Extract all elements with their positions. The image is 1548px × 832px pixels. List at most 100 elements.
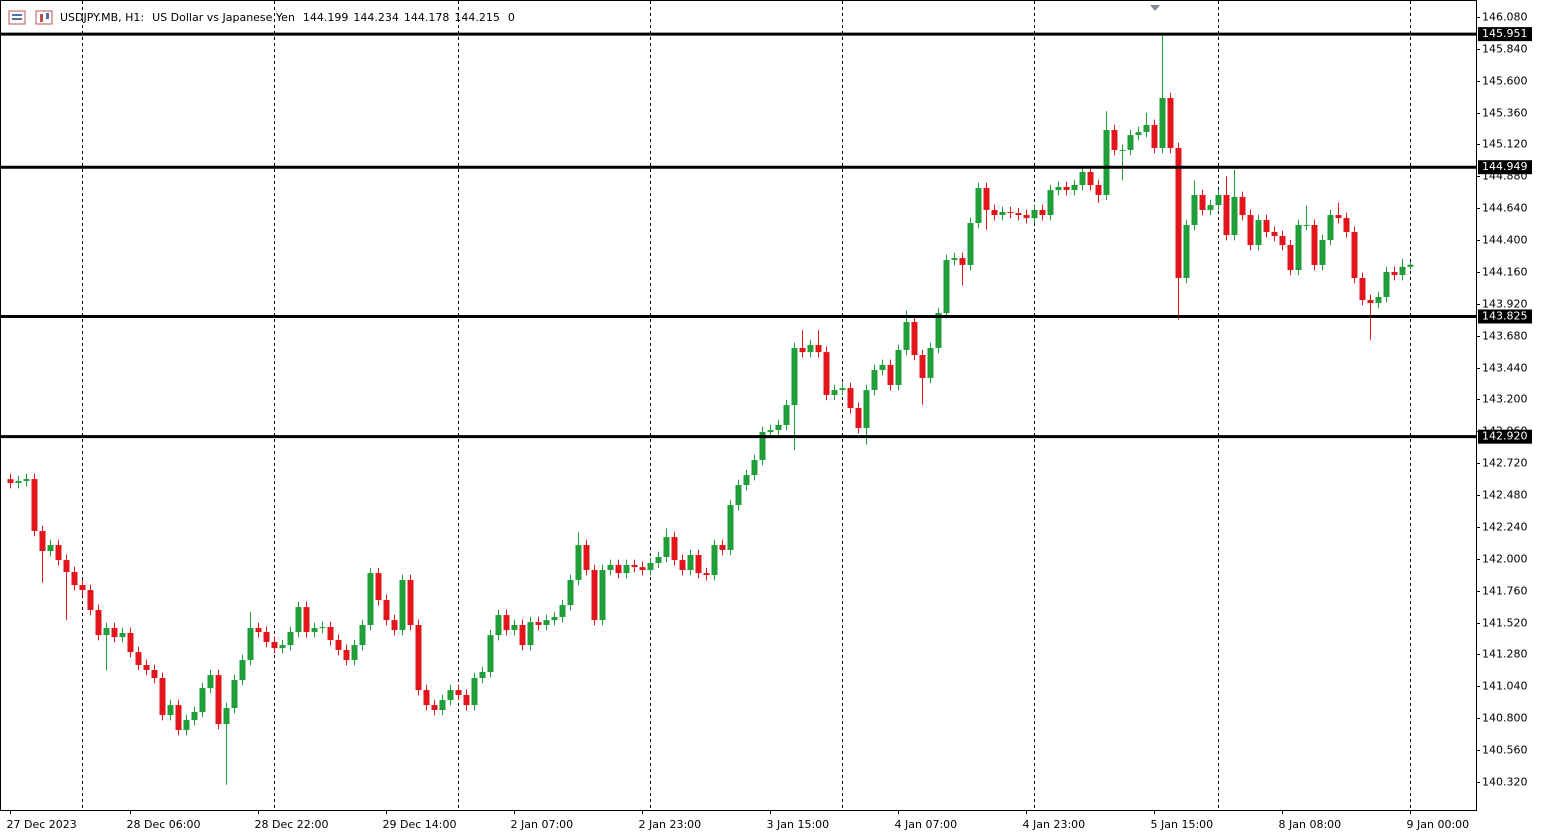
candle-body	[855, 407, 862, 429]
y-tick-label: 141.280	[1482, 648, 1528, 661]
y-tick-label: 140.560	[1482, 744, 1528, 757]
candle-body	[479, 672, 486, 678]
candle-body	[1167, 98, 1174, 148]
icon	[8, 10, 26, 25]
candle-body	[439, 700, 446, 710]
candle-body	[351, 645, 358, 661]
candle-body	[1095, 185, 1102, 195]
candle-body	[1391, 271, 1398, 276]
y-tick-label: 141.520	[1482, 617, 1528, 630]
candle-body	[183, 720, 190, 731]
icon-part	[40, 14, 43, 22]
candle-body	[767, 430, 774, 433]
candle-body	[655, 556, 662, 563]
candle-body	[375, 573, 382, 601]
candle-body	[1407, 264, 1414, 267]
candle-body	[575, 545, 582, 580]
candle-body	[887, 364, 894, 386]
candle-body	[55, 545, 62, 561]
candle-body	[935, 313, 942, 348]
candle-body	[263, 632, 270, 642]
candle-body	[639, 567, 646, 571]
candle-body	[191, 711, 198, 721]
x-tick-label: 3 Jan 15:00	[767, 818, 830, 831]
candle-body	[943, 260, 950, 314]
candle-body	[119, 632, 126, 638]
y-tick-label: 141.040	[1482, 680, 1528, 693]
candle-body	[863, 390, 870, 429]
candle-body	[991, 209, 998, 216]
y-tick-label: 144.160	[1482, 266, 1528, 279]
x-tick-label: 4 Jan 07:00	[895, 818, 958, 831]
candle-body	[447, 690, 454, 701]
candle-body	[999, 211, 1006, 216]
candle-body	[1311, 224, 1318, 265]
y-tick-label: 143.920	[1482, 298, 1528, 311]
candle-body	[959, 258, 966, 265]
candle-body	[1263, 220, 1270, 233]
level-label: 143.825	[1482, 309, 1528, 322]
candle-body	[975, 188, 982, 223]
candle-body	[71, 572, 78, 586]
candle-body	[327, 626, 334, 641]
open-value: 144.199	[303, 11, 349, 24]
candle-body	[295, 607, 302, 633]
candle-body	[1367, 300, 1374, 304]
candle-body	[1255, 220, 1262, 246]
candle-body	[63, 560, 70, 573]
candle-body	[271, 641, 278, 649]
candle-body	[919, 354, 926, 378]
candle-body	[951, 258, 958, 261]
candle-body	[159, 677, 166, 716]
level-label-box	[1478, 429, 1532, 444]
candle-body	[463, 694, 470, 706]
candle-body	[239, 660, 246, 680]
candle-body	[1119, 149, 1126, 151]
candle-body	[543, 620, 550, 625]
candle-body	[359, 624, 366, 646]
candle-body	[1023, 215, 1030, 219]
candle-body	[423, 690, 430, 706]
candle-body	[1287, 245, 1294, 270]
candle-body	[783, 405, 790, 425]
candle-body	[511, 624, 518, 631]
y-tick-label: 143.200	[1482, 393, 1528, 406]
candle-body	[1295, 224, 1302, 270]
candle-body	[487, 635, 494, 673]
candle-body	[231, 679, 238, 709]
candle-body	[79, 585, 86, 591]
x-tick-label: 28 Dec 06:00	[127, 818, 201, 831]
candle-body	[871, 370, 878, 391]
x-tick-label: 29 Dec 14:00	[383, 818, 457, 831]
candle-body	[1127, 135, 1134, 150]
candle-body	[167, 705, 174, 716]
y-tick-label: 145.840	[1482, 43, 1528, 56]
candle-body	[983, 188, 990, 210]
candle-body	[1071, 185, 1078, 191]
x-tick-label: 8 Jan 08:00	[1279, 818, 1342, 831]
high-value: 144.234	[353, 11, 399, 24]
candle-body	[103, 628, 110, 636]
candle-body	[1047, 190, 1054, 216]
y-tick-label: 144.640	[1482, 202, 1528, 215]
close-value: 144.215	[454, 11, 500, 24]
y-tick-label: 142.000	[1482, 553, 1528, 566]
candle-body	[1343, 218, 1350, 233]
y-tick-label: 143.680	[1482, 330, 1528, 343]
candle-body	[1087, 171, 1094, 186]
candle-body	[927, 347, 934, 378]
candle-body	[1039, 209, 1046, 216]
candle-body	[111, 628, 118, 638]
candle-body	[471, 677, 478, 706]
candle-body	[711, 545, 718, 576]
candle-body	[135, 652, 142, 665]
y-tick-label: 142.240	[1482, 521, 1528, 534]
candle-body	[1383, 271, 1390, 297]
candle-body	[391, 620, 398, 631]
candle-body	[631, 564, 638, 568]
header-icons	[8, 10, 53, 25]
candle-body	[647, 562, 654, 571]
y-tick-label: 140.800	[1482, 712, 1528, 725]
